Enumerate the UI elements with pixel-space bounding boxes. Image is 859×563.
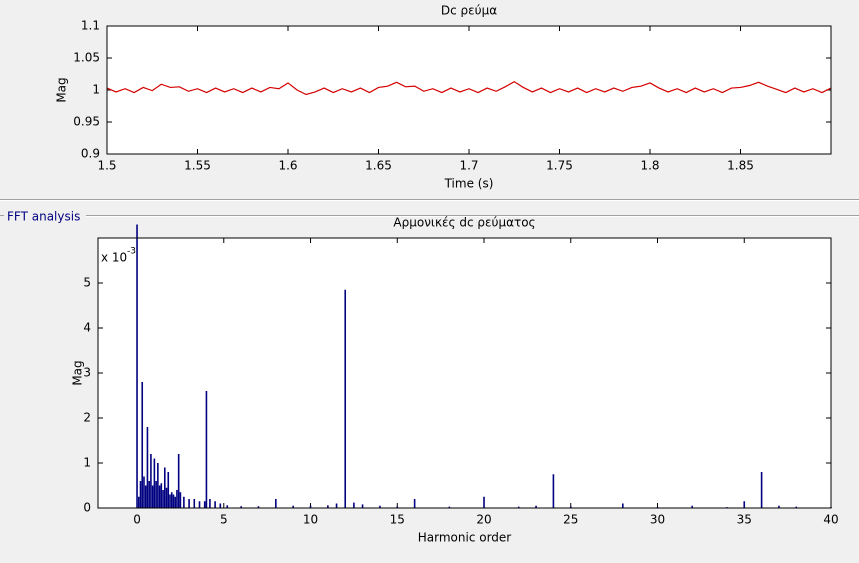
x-tick-label: 5	[220, 513, 228, 527]
axis-multiplier: x 10	[101, 251, 127, 265]
y-tick-label: 1	[83, 456, 91, 470]
x-tick-label: 0	[133, 513, 141, 527]
y-tick-label: 1	[92, 83, 100, 97]
x-tick-label: 30	[650, 513, 665, 527]
x-tick-label: 15	[390, 513, 405, 527]
x-tick-label: 1.75	[546, 159, 573, 173]
x-axis-label: Harmonic order	[418, 531, 512, 545]
plot-area	[107, 26, 831, 154]
x-tick-label: 1.85	[727, 159, 754, 173]
chart-title: Αρμονικές dc ρεύματος	[393, 216, 535, 230]
y-tick-label: 0	[83, 501, 91, 515]
x-axis-label: Time (s)	[444, 177, 494, 191]
chart-title: Dc ρεύμα	[441, 4, 497, 18]
y-tick-label: 2	[83, 411, 91, 425]
y-axis-label: Mag	[55, 77, 69, 102]
x-tick-label: 1.65	[365, 159, 392, 173]
line-series	[106, 80, 832, 96]
plot-area	[98, 238, 831, 508]
panel-title: FFT analysis	[7, 210, 80, 224]
x-tick-label: 1.55	[184, 159, 211, 173]
y-tick-label: 0.95	[73, 115, 100, 129]
x-tick-label: 40	[823, 513, 838, 527]
x-tick-label: 10	[303, 513, 318, 527]
y-tick-label: 5	[83, 276, 91, 290]
y-tick-label: 1.05	[73, 51, 100, 65]
y-tick-label: 4	[83, 321, 91, 335]
x-tick-label: 35	[737, 513, 752, 527]
y-tick-label: 0.9	[81, 147, 100, 161]
y-tick-label: 3	[83, 366, 91, 380]
axis-multiplier-exponent: -3	[127, 247, 136, 257]
y-axis-label: Mag	[71, 360, 85, 385]
plot-frame	[97, 237, 832, 509]
x-tick-label: 25	[563, 513, 578, 527]
x-tick-label: 1.5	[97, 159, 116, 173]
x-tick-label: 1.7	[459, 159, 478, 173]
plot-frame	[106, 25, 832, 155]
x-tick-label: 20	[476, 513, 491, 527]
y-tick-label: 1.1	[81, 19, 100, 33]
x-tick-label: 1.8	[640, 159, 659, 173]
x-tick-label: 1.6	[278, 159, 297, 173]
